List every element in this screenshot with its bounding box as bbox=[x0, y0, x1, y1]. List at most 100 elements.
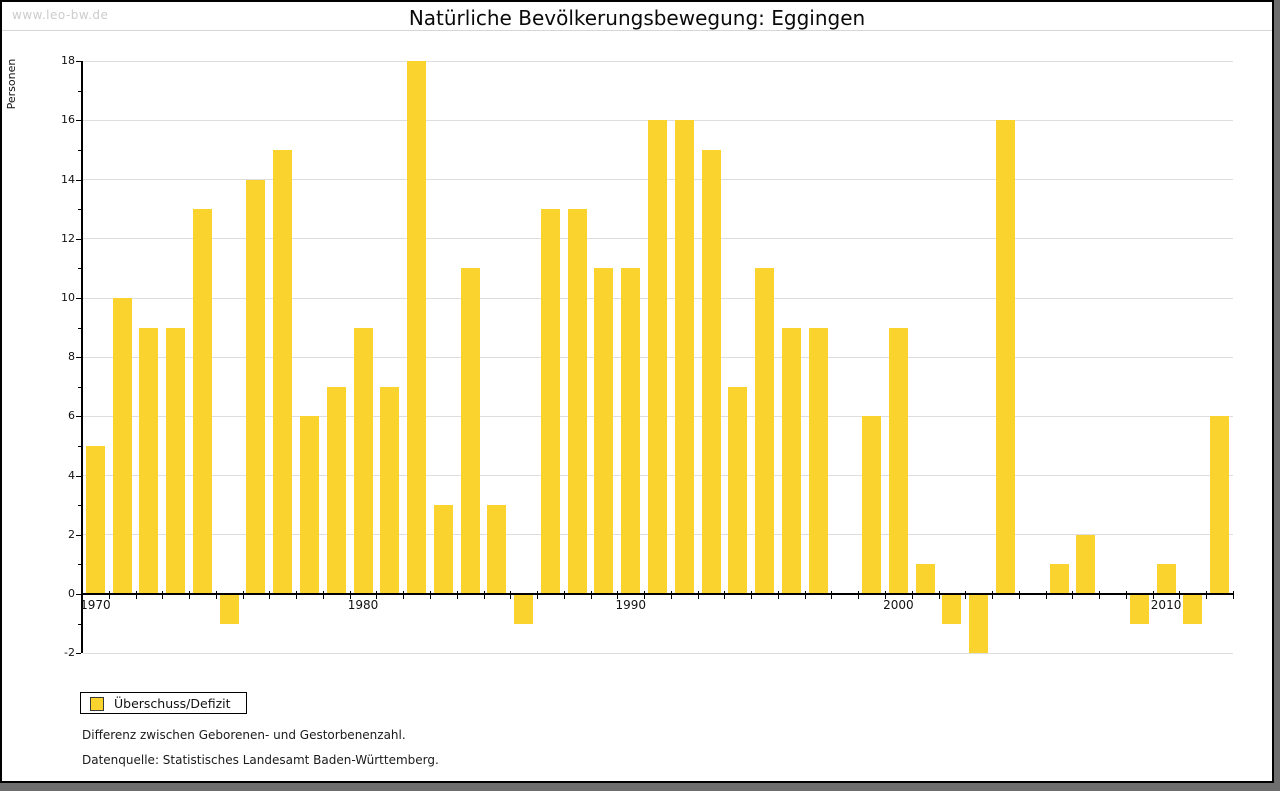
bar-1992 bbox=[674, 120, 694, 594]
x-tick bbox=[1045, 591, 1047, 599]
x-tick bbox=[162, 591, 164, 599]
y-axis-line bbox=[81, 61, 83, 654]
y-major-tick-12 bbox=[76, 238, 81, 240]
y-minor-tick-13 bbox=[78, 209, 81, 211]
x-tick-label-1970: 1970 bbox=[80, 598, 111, 612]
bar-1974 bbox=[192, 209, 212, 594]
y-tick-label--2: -2 bbox=[64, 646, 75, 660]
y-axis-title: Personen bbox=[5, 58, 18, 110]
y-minor-tick-17 bbox=[78, 90, 81, 92]
y-tick-label-12: 12 bbox=[61, 231, 75, 245]
y-tick-label-0: 0 bbox=[68, 587, 75, 600]
x-tick bbox=[590, 591, 592, 599]
x-tick bbox=[644, 591, 646, 599]
y-major-tick-8 bbox=[76, 357, 81, 359]
x-tick bbox=[1179, 591, 1181, 599]
x-tick bbox=[617, 591, 619, 599]
x-tick bbox=[429, 591, 431, 599]
bar-1991 bbox=[648, 120, 667, 594]
y-tick-label-18: 18 bbox=[61, 54, 75, 68]
bar-1997 bbox=[808, 327, 828, 594]
bar-1981 bbox=[380, 386, 400, 594]
footnote-definition: Differenz zwischen Geborenen- und Gestor… bbox=[82, 728, 406, 742]
bar-1979 bbox=[326, 386, 346, 594]
x-tick bbox=[670, 591, 672, 599]
x-tick bbox=[1125, 591, 1127, 599]
footnote-datasource: Datenquelle: Statistisches Landesamt Bad… bbox=[82, 753, 439, 767]
site-watermark: www.leo-bw.de bbox=[12, 8, 109, 22]
bar-1999 bbox=[862, 416, 882, 594]
x-tick bbox=[403, 591, 405, 599]
y-major-tick-16 bbox=[76, 120, 81, 122]
x-tick bbox=[911, 591, 913, 599]
gridline--2 bbox=[83, 652, 1233, 654]
x-tick bbox=[751, 591, 753, 599]
bar-1971 bbox=[112, 298, 132, 594]
x-tick bbox=[296, 591, 298, 599]
x-tick bbox=[215, 591, 217, 599]
bar-2000 bbox=[888, 327, 908, 594]
y-tick-label-8: 8 bbox=[68, 350, 75, 364]
x-tick-label-1980: 1980 bbox=[347, 598, 379, 612]
x-tick bbox=[322, 591, 324, 599]
bar-1987 bbox=[540, 209, 560, 594]
x-tick bbox=[82, 591, 83, 599]
bar-1983 bbox=[433, 505, 453, 594]
y-tick-label-16: 16 bbox=[61, 113, 75, 127]
bar-1976 bbox=[246, 179, 266, 594]
x-tick bbox=[242, 591, 244, 599]
x-tick bbox=[885, 591, 887, 599]
gridline-18 bbox=[83, 60, 1233, 62]
bar-2010 bbox=[1156, 564, 1176, 594]
y-major-tick-6 bbox=[76, 416, 81, 418]
x-tick bbox=[189, 591, 191, 599]
y-tick-label-6: 6 bbox=[68, 409, 75, 423]
bar-1996 bbox=[781, 327, 801, 594]
bar-1988 bbox=[567, 209, 587, 594]
x-tick bbox=[804, 591, 806, 599]
x-tick bbox=[269, 591, 271, 599]
x-tick bbox=[938, 591, 940, 599]
x-tick bbox=[376, 591, 378, 599]
y-major-tick-10 bbox=[76, 298, 81, 299]
y-tick-label-4: 4 bbox=[68, 468, 75, 482]
legend-label: Überschuss/Defizit bbox=[114, 696, 231, 711]
x-tick bbox=[1233, 591, 1234, 599]
y-tick-label-2: 2 bbox=[68, 527, 75, 541]
bar-2012 bbox=[1210, 416, 1230, 594]
bar-2001 bbox=[915, 564, 935, 594]
x-tick bbox=[563, 591, 565, 599]
x-tick-label-2000: 2000 bbox=[883, 598, 914, 612]
bar-2009 bbox=[1129, 594, 1149, 624]
x-tick bbox=[724, 591, 726, 599]
bar-1970 bbox=[85, 446, 105, 594]
x-tick bbox=[777, 591, 779, 599]
bar-2006 bbox=[1049, 564, 1069, 594]
bar-1984 bbox=[460, 268, 480, 594]
bar-1975 bbox=[219, 594, 239, 624]
y-minor-tick--1 bbox=[78, 623, 81, 625]
legend-box: Überschuss/Defizit bbox=[80, 692, 247, 714]
x-tick bbox=[1018, 591, 1020, 599]
bar-1989 bbox=[594, 268, 614, 594]
x-tick bbox=[483, 591, 485, 599]
x-tick bbox=[135, 591, 137, 599]
y-minor-tick-5 bbox=[78, 446, 81, 447]
x-tick bbox=[537, 591, 539, 599]
y-major-tick-18 bbox=[76, 61, 81, 63]
y-tick-label-14: 14 bbox=[61, 172, 75, 186]
bar-2002 bbox=[942, 594, 962, 624]
bar-1985 bbox=[487, 505, 507, 594]
bar-1990 bbox=[621, 268, 641, 594]
x-tick bbox=[1072, 591, 1074, 599]
x-tick bbox=[992, 591, 994, 599]
x-tick bbox=[456, 591, 458, 599]
y-minor-tick-9 bbox=[78, 327, 81, 329]
x-tick bbox=[697, 591, 699, 599]
x-tick bbox=[1099, 591, 1101, 599]
bar-1982 bbox=[407, 61, 427, 594]
x-tick bbox=[1152, 591, 1154, 599]
x-tick bbox=[965, 591, 967, 599]
y-minor-tick-1 bbox=[78, 564, 81, 566]
